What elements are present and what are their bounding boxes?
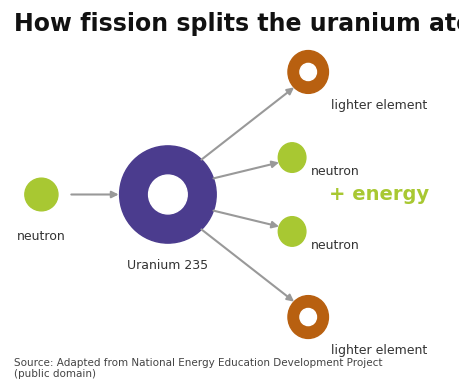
Text: lighter element: lighter element — [330, 99, 426, 112]
Text: neutron: neutron — [310, 239, 358, 252]
Text: neutron: neutron — [310, 165, 358, 178]
Text: Uranium 235: Uranium 235 — [127, 259, 208, 272]
Text: neutron: neutron — [17, 230, 66, 242]
Text: + energy: + energy — [329, 185, 429, 204]
Ellipse shape — [278, 217, 305, 246]
Ellipse shape — [119, 146, 216, 243]
Text: Source: Adapted from National Energy Education Development Project
(public domai: Source: Adapted from National Energy Edu… — [14, 357, 381, 379]
Ellipse shape — [278, 143, 305, 172]
Ellipse shape — [299, 63, 316, 81]
Ellipse shape — [25, 178, 58, 211]
Ellipse shape — [299, 308, 316, 326]
Text: lighter element: lighter element — [330, 344, 426, 357]
Text: How fission splits the uranium atom: How fission splits the uranium atom — [14, 12, 459, 36]
Ellipse shape — [287, 296, 328, 338]
Ellipse shape — [287, 51, 328, 93]
Ellipse shape — [148, 175, 187, 214]
